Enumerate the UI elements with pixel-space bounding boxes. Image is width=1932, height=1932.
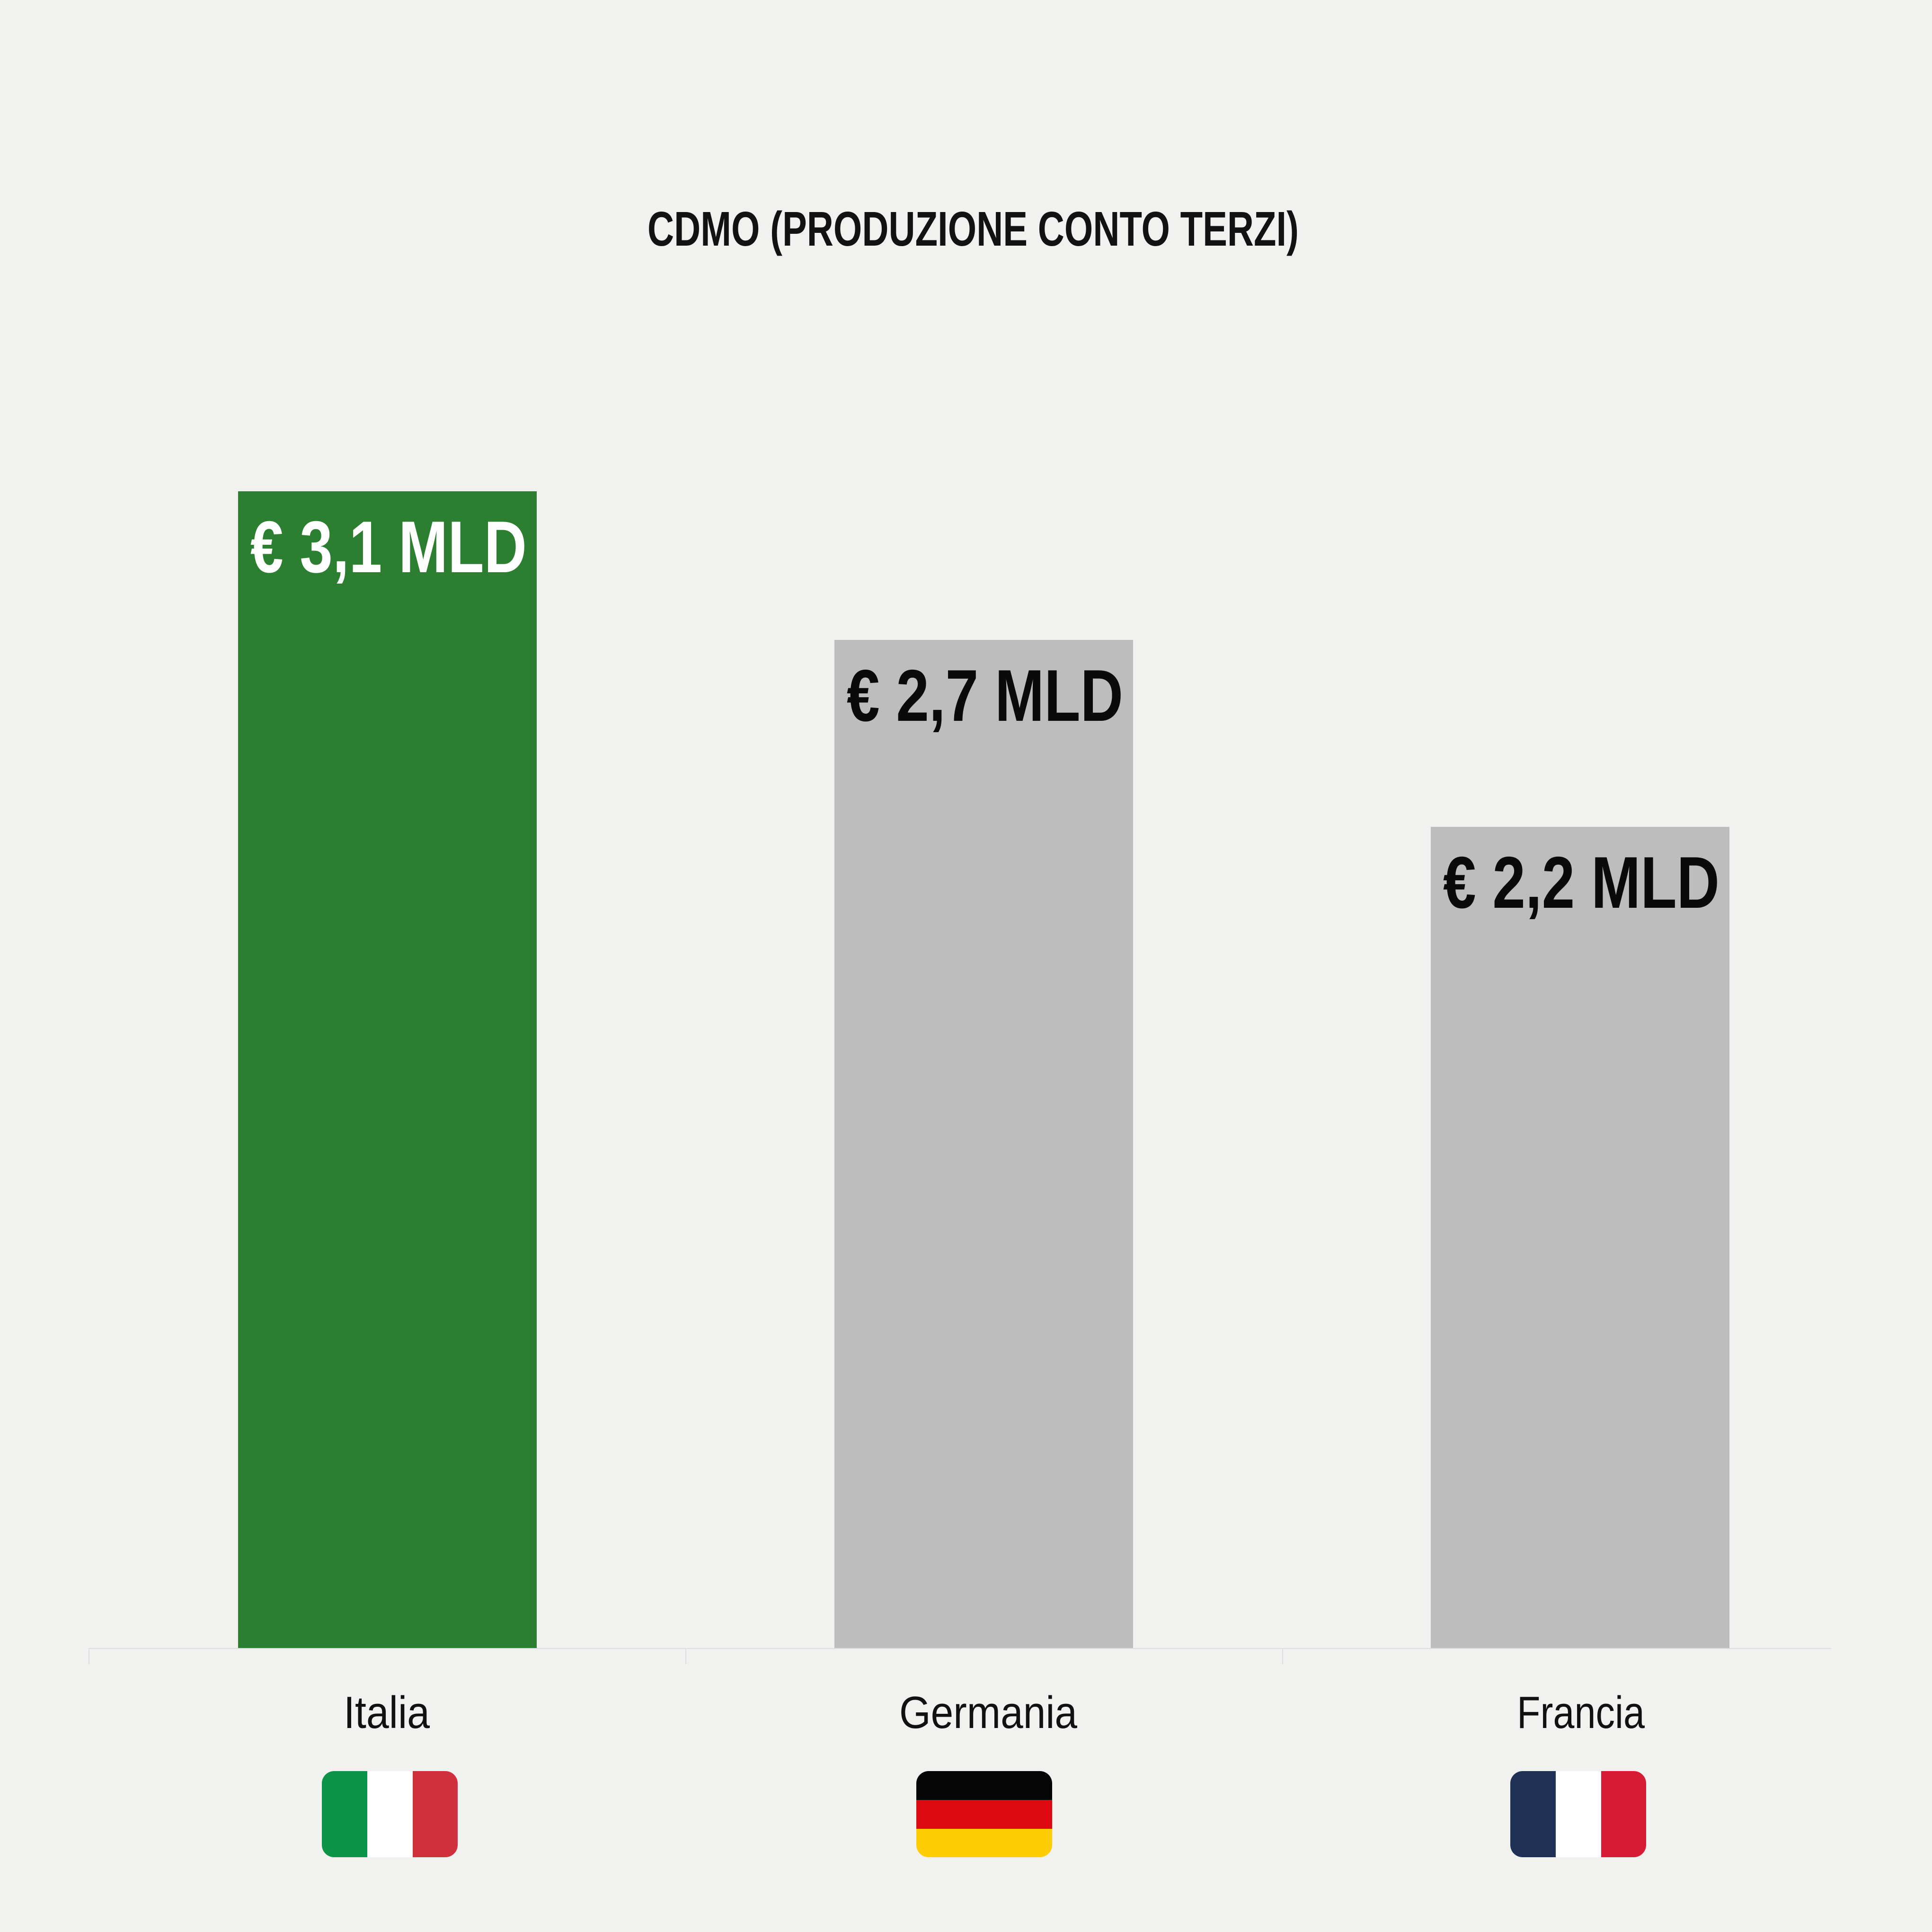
svg-text:Italia: Italia [344,1687,430,1738]
svg-text:Francia: Francia [1517,1687,1645,1738]
svg-text:€ 2,7 MLD: € 2,7 MLD [847,655,1123,736]
svg-text:Germania: Germania [899,1687,1078,1738]
svg-text:€ 2,2 MLD: € 2,2 MLD [1443,842,1719,923]
svg-text:€ 3,1 MLD: € 3,1 MLD [250,506,527,588]
svg-text:CDMO (PRODUZIONE CONTO TERZI): CDMO (PRODUZIONE CONTO TERZI) [647,202,1299,256]
